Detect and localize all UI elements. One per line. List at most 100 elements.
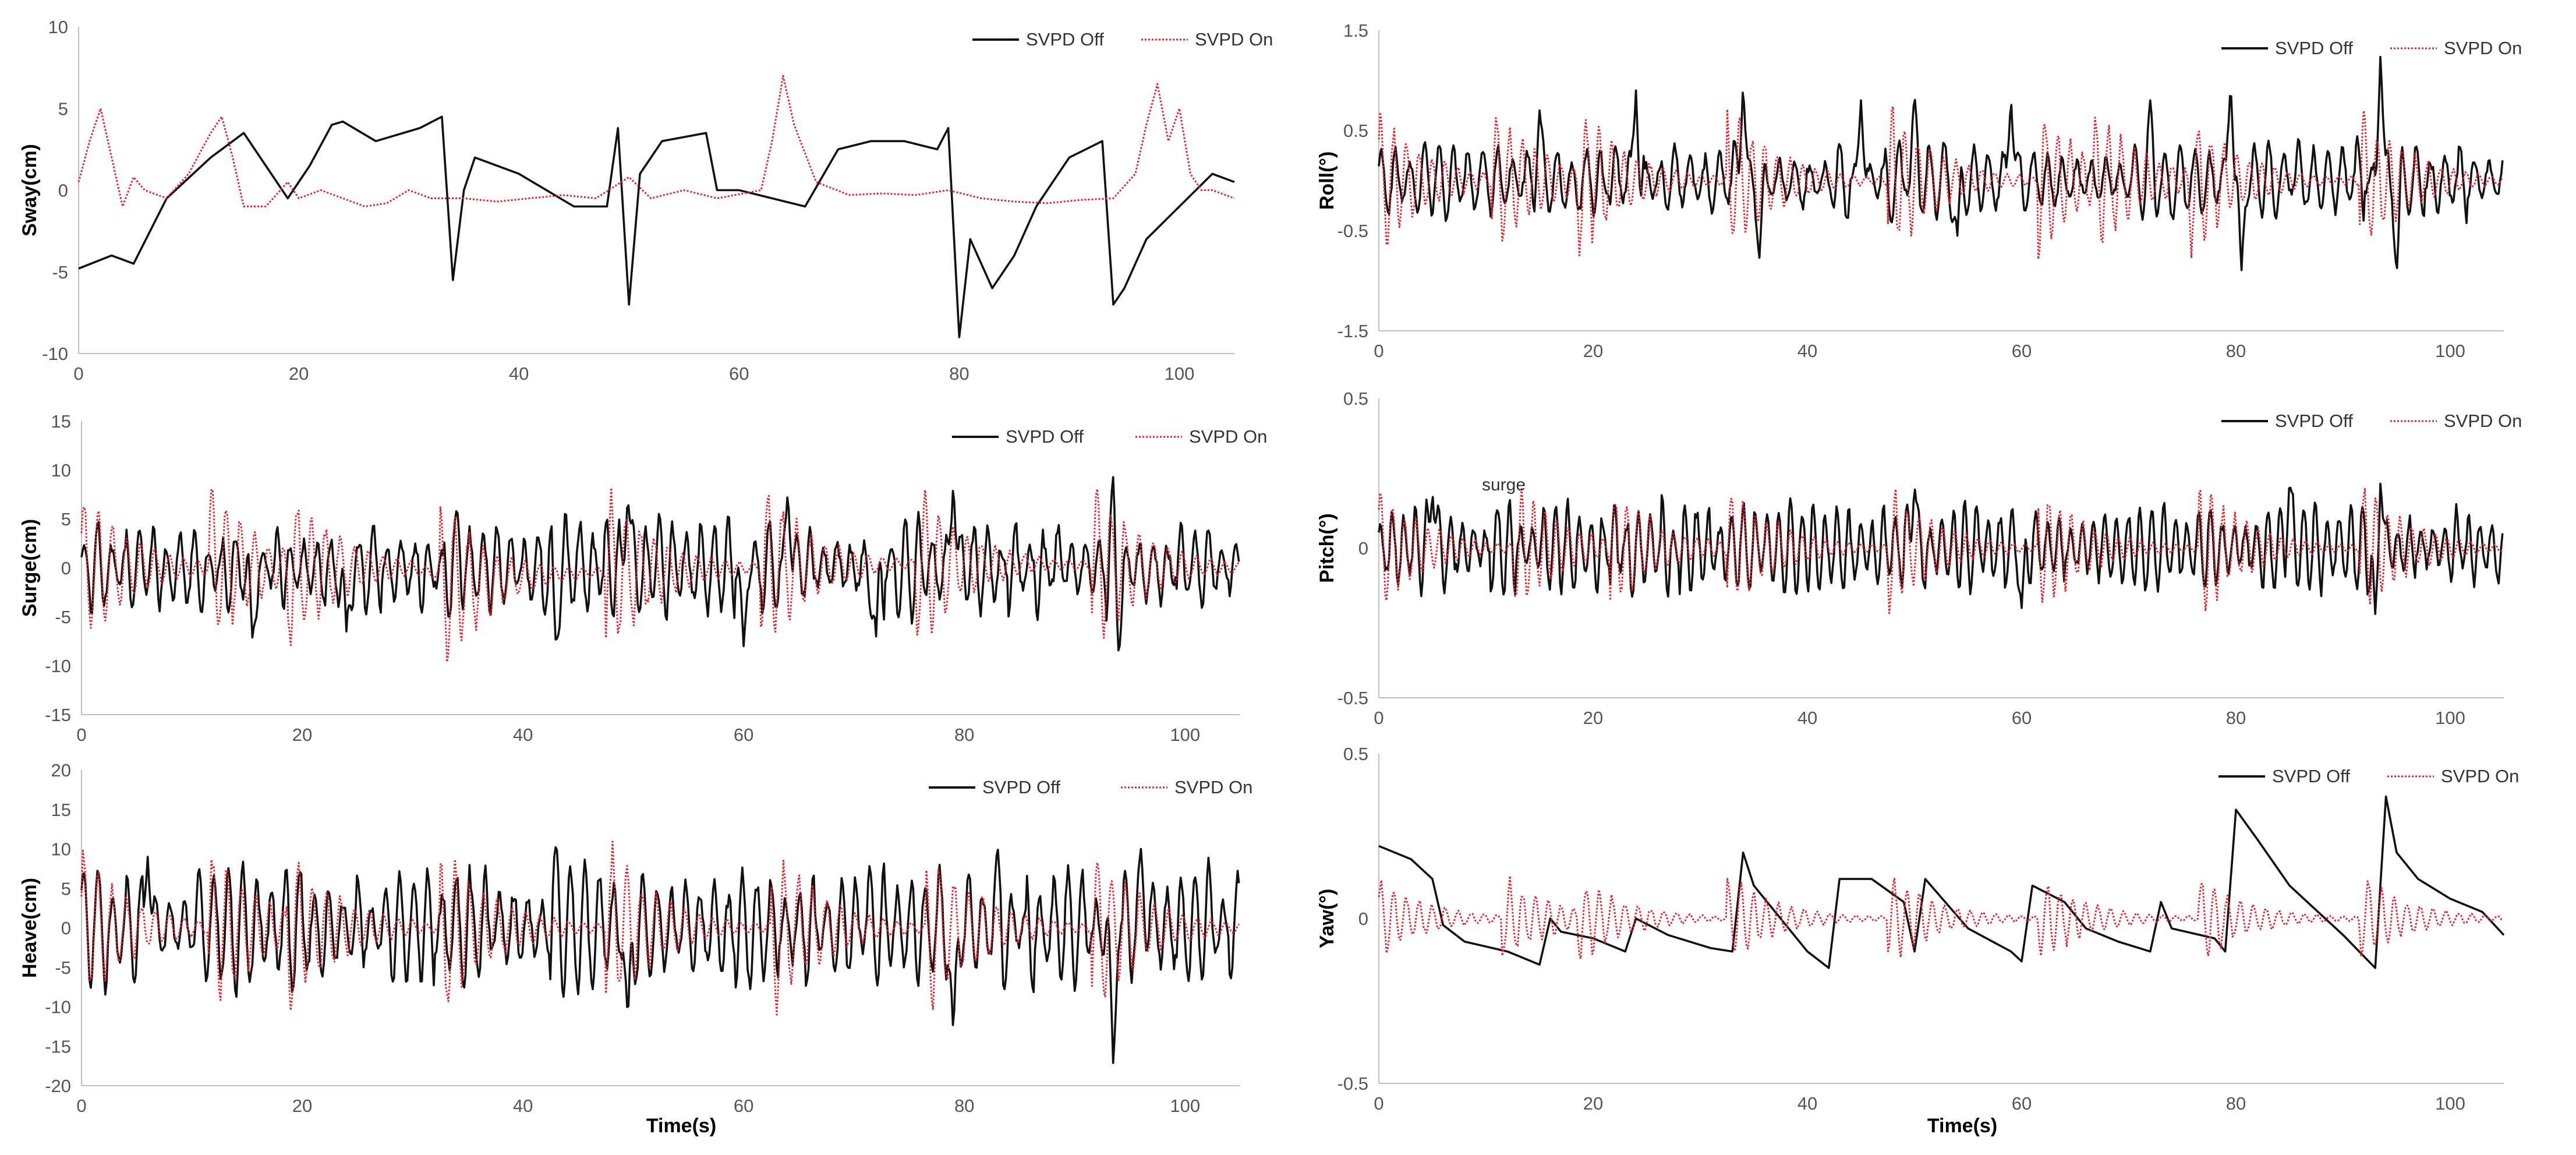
y-tick-label: -15 xyxy=(45,1036,71,1057)
yaw-panel: -0.5 0 0.5 0 20 40 60 80 100 Yaw(°) Time(s) SVPD Of… xyxy=(1316,744,2519,1137)
x-tick-label: 20 xyxy=(292,1096,312,1116)
x-tick-label: 100 xyxy=(1165,363,1195,384)
x-tick-label: 60 xyxy=(2012,708,2032,728)
x-tick-label: 80 xyxy=(2226,341,2246,361)
y-tick-label: 0 xyxy=(58,181,68,201)
legend-label: SVPD Off xyxy=(1026,29,1104,50)
series-line-svpd-off xyxy=(80,476,1240,652)
x-tick-label: 60 xyxy=(734,725,753,745)
x-tick-label: 100 xyxy=(2435,708,2465,728)
series-line-svpd-off xyxy=(1378,795,2505,969)
stray-annotation: surge xyxy=(1482,475,1526,495)
series-line-svpd-on xyxy=(1378,105,2504,260)
y-axis-label: Roll(°) xyxy=(1316,151,1338,210)
x-tick-label: 80 xyxy=(949,363,969,384)
x-tick-label: 100 xyxy=(1170,1096,1200,1116)
y-tick-label: 1.5 xyxy=(1343,20,1368,41)
x-tick-label: 0 xyxy=(73,363,83,384)
x-tick-label: 20 xyxy=(292,725,312,745)
series-line-svpd-on xyxy=(80,840,1240,1016)
y-tick-label: 5 xyxy=(61,509,71,529)
y-tick-label: 20 xyxy=(51,760,71,780)
y-axis-label: Heave(cm) xyxy=(19,878,41,978)
y-tick-label: 0 xyxy=(61,558,71,578)
y-tick-label: 5 xyxy=(61,878,71,899)
y-tick-label: -0.5 xyxy=(1337,221,1368,241)
y-axis-label: Surge(cm) xyxy=(19,519,41,617)
y-tick-label: 0 xyxy=(1358,909,1368,929)
y-tick-label: -1.5 xyxy=(1337,321,1368,341)
x-tick-label: 40 xyxy=(513,1096,533,1116)
x-tick-label: 40 xyxy=(513,725,533,745)
series-line-svpd-off xyxy=(80,846,1240,1064)
y-tick-label: 0 xyxy=(1358,538,1368,559)
y-tick-label: 0 xyxy=(61,918,71,938)
x-tick-label: 80 xyxy=(2226,708,2246,728)
y-tick-label: -15 xyxy=(45,705,71,725)
y-tick-label: 10 xyxy=(48,17,68,37)
x-tick-label: 40 xyxy=(1797,708,1817,728)
x-tick-label: 60 xyxy=(734,1096,753,1116)
series-line-svpd-on xyxy=(1378,875,2503,960)
y-tick-label: -5 xyxy=(55,958,71,978)
x-tick-label: 0 xyxy=(1374,708,1383,728)
y-tick-label: 0.5 xyxy=(1343,744,1368,764)
x-tick-label: 0 xyxy=(1374,341,1383,361)
y-tick-label: -5 xyxy=(55,607,71,627)
y-axis-label: Sway(cm) xyxy=(19,144,41,236)
legend-label: SVPD On xyxy=(2441,766,2519,786)
y-tick-label: 10 xyxy=(51,460,71,481)
y-tick-label: -0.5 xyxy=(1337,688,1368,708)
x-tick-label: 80 xyxy=(954,1096,974,1116)
x-tick-label: 0 xyxy=(76,725,86,745)
y-tick-label: 15 xyxy=(51,411,71,432)
x-tick-label: 60 xyxy=(2012,341,2032,361)
legend-label: SVPD Off xyxy=(982,777,1060,797)
y-tick-label: -0.5 xyxy=(1337,1073,1368,1094)
legend-label: SVPD On xyxy=(1195,29,1273,50)
series-line-svpd-on xyxy=(1378,488,2503,614)
heave-panel: -20 -15 -10 -5 0 5 10 15 20 0 20 40 60 80 100 Heave(cm)… xyxy=(19,760,1252,1137)
x-axis-label: Time(s) xyxy=(1927,1115,1997,1137)
x-tick-label: 100 xyxy=(2435,341,2465,361)
legend-label: SVPD On xyxy=(1189,426,1267,447)
x-tick-label: 0 xyxy=(76,1096,86,1116)
y-tick-label: 10 xyxy=(51,839,71,860)
series-line-svpd-off xyxy=(1378,482,2504,615)
y-tick-label: -10 xyxy=(45,656,71,676)
x-tick-label: 40 xyxy=(1797,341,1817,361)
series-line-svpd-off xyxy=(78,115,1235,338)
x-tick-label: 80 xyxy=(954,725,974,745)
y-tick-label: 0.5 xyxy=(1343,388,1368,409)
legend-label: SVPD On xyxy=(2444,38,2522,58)
y-tick-label: -20 xyxy=(45,1076,71,1096)
legend-label: SVPD Off xyxy=(2272,766,2350,786)
x-tick-label: 20 xyxy=(1583,708,1603,728)
x-tick-label: 60 xyxy=(729,363,749,384)
x-tick-label: 20 xyxy=(1583,1093,1603,1114)
y-tick-label: -10 xyxy=(42,344,68,364)
legend-label: SVPD Off xyxy=(2275,38,2353,58)
y-tick-label: 0.5 xyxy=(1343,121,1368,141)
x-tick-label: 100 xyxy=(2435,1093,2465,1114)
y-tick-label: -5 xyxy=(52,262,68,282)
x-tick-label: 60 xyxy=(2012,1093,2032,1114)
roll-panel: -1.5 -0.5 0.5 1.5 0 20 40 60 80 100 Roll(°) SVPD Of… xyxy=(1316,20,2522,361)
x-axis-label: Time(s) xyxy=(646,1115,716,1137)
series-line-svpd-on xyxy=(77,75,1235,207)
surge-panel: -15 -10 -5 0 5 10 15 0 20 40 60 80 100 Surge(cm) SVPD … xyxy=(19,411,1267,745)
legend-label: SVPD Off xyxy=(1006,426,1084,447)
pitch-panel: -0.5 0 0.5 0 20 40 60 80 100 Pitch(°) SVPD Off SVPD… xyxy=(1316,388,2522,728)
y-tick-label: 5 xyxy=(58,98,68,119)
x-tick-label: 80 xyxy=(2226,1093,2246,1114)
x-tick-label: 100 xyxy=(1170,725,1200,745)
x-tick-label: 0 xyxy=(1374,1093,1383,1114)
y-axis-label: Pitch(°) xyxy=(1316,513,1338,582)
x-tick-label: 40 xyxy=(1797,1093,1817,1114)
legend-label: SVPD Off xyxy=(2275,411,2353,431)
y-tick-label: 15 xyxy=(51,800,71,820)
y-axis-label: Yaw(°) xyxy=(1316,889,1338,948)
